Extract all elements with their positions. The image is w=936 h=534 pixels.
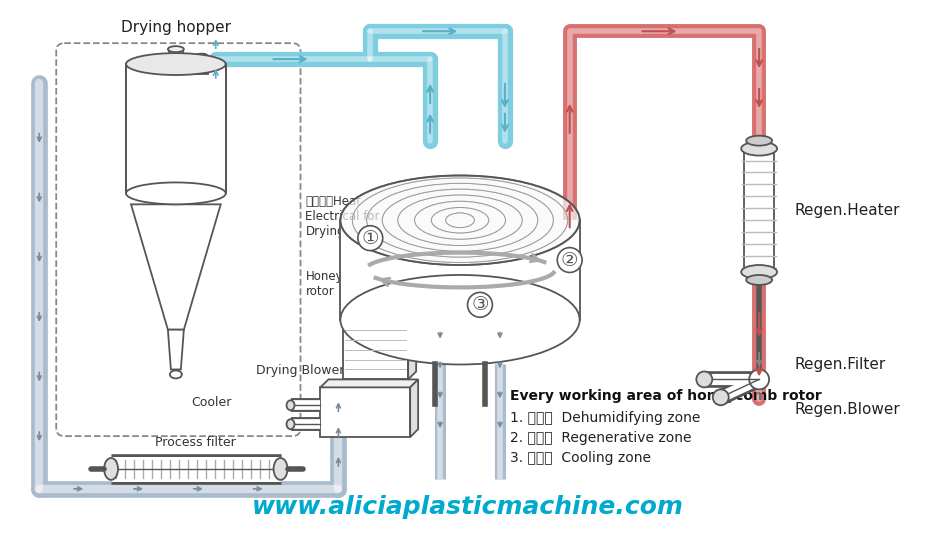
Circle shape	[712, 389, 728, 405]
Polygon shape	[131, 205, 221, 329]
Ellipse shape	[196, 53, 208, 59]
Ellipse shape	[273, 458, 287, 480]
Text: Process filter: Process filter	[155, 436, 236, 449]
Bar	[125, 64, 226, 193]
Ellipse shape	[168, 61, 183, 67]
Text: Cooler: Cooler	[191, 396, 231, 409]
Text: ③: ③	[471, 295, 489, 315]
Text: Cooler: Cooler	[423, 343, 463, 356]
Text: Every working area of honeycomb rotor: Every working area of honeycomb rotor	[509, 389, 821, 403]
Ellipse shape	[340, 275, 579, 365]
Polygon shape	[168, 329, 183, 370]
Bar	[343, 320, 408, 380]
Text: 2. 再生区  Regenerative zone: 2. 再生区 Regenerative zone	[509, 431, 691, 445]
Bar	[168, 49, 183, 64]
Ellipse shape	[125, 53, 226, 75]
Ellipse shape	[125, 183, 226, 205]
Bar	[340, 220, 579, 320]
Text: 3. 冷却区  Cooling zone: 3. 冷却区 Cooling zone	[509, 451, 651, 465]
Polygon shape	[410, 380, 417, 437]
Ellipse shape	[749, 370, 768, 389]
Ellipse shape	[286, 419, 294, 429]
Ellipse shape	[340, 176, 579, 265]
Ellipse shape	[169, 371, 182, 379]
Text: Honeycomb
rotor: Honeycomb rotor	[305, 270, 375, 298]
Polygon shape	[320, 380, 417, 387]
Text: 干燥电炴Heat
Electrical for
Drying: 干燥电炴Heat Electrical for Drying	[305, 195, 380, 238]
Text: Drying Blower: Drying Blower	[256, 364, 344, 378]
Text: ①: ①	[361, 229, 379, 248]
Ellipse shape	[104, 458, 118, 480]
Text: Regen.Blower: Regen.Blower	[793, 402, 899, 417]
Ellipse shape	[745, 136, 771, 146]
Ellipse shape	[740, 265, 776, 279]
Ellipse shape	[286, 400, 294, 410]
Bar	[743, 148, 773, 272]
Circle shape	[695, 372, 711, 387]
Bar	[196, 56, 208, 74]
Polygon shape	[408, 312, 416, 380]
Text: Regen.Heater: Regen.Heater	[793, 203, 899, 218]
Ellipse shape	[740, 142, 776, 155]
Text: ②: ②	[561, 250, 578, 270]
Text: 1. 除湿区  Dehumidifying zone: 1. 除湿区 Dehumidifying zone	[509, 411, 699, 425]
Ellipse shape	[745, 275, 771, 285]
Ellipse shape	[168, 46, 183, 52]
Polygon shape	[343, 312, 416, 320]
Bar	[320, 387, 410, 437]
Text: www.aliciaplasticmachine.com: www.aliciaplasticmachine.com	[252, 494, 683, 519]
Text: Regen.Filter: Regen.Filter	[793, 357, 885, 372]
Text: Drying hopper: Drying hopper	[121, 20, 230, 35]
